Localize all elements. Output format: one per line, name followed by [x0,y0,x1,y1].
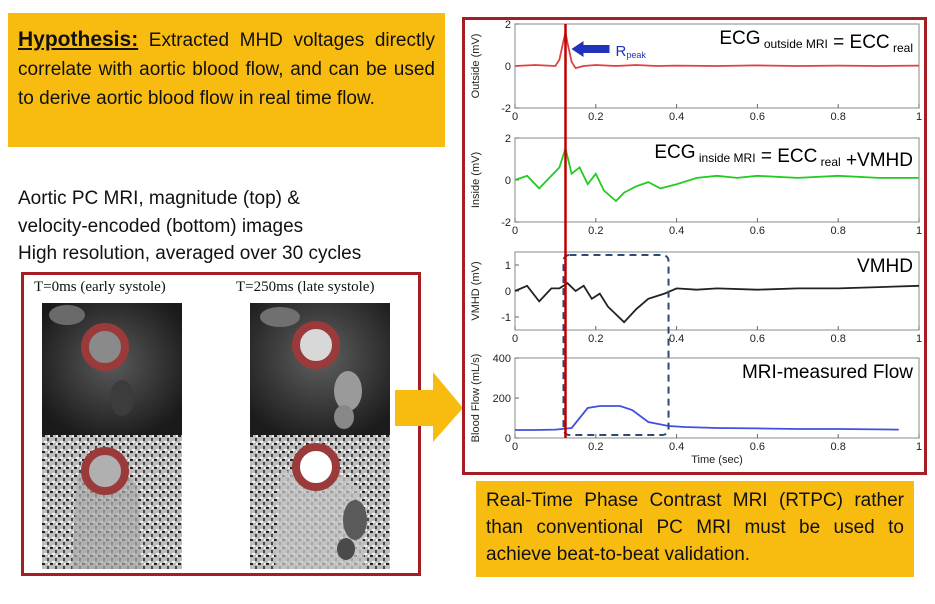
mri-velocity-late-image [250,435,390,569]
x-tick-label: 0.2 [588,111,603,123]
mri-magnitude-late-image [250,303,390,437]
hypothesis-box: Hypothesis: Extracted MHD voltages direc… [8,13,445,147]
x-tick-label: 0.2 [588,333,603,345]
hypothesis-label: Hypothesis: [18,28,139,51]
mri-caption-early: T=0ms (early systole) [34,279,166,295]
mri-description-line: High resolution, averaged over 30 cycles [18,243,362,264]
x-tick-label: 0.8 [831,333,846,345]
rtpc-note-text: Real-Time Phase Contrast MRI (RTPC) rath… [486,490,904,565]
y-tick-label: -2 [501,103,511,115]
mri-velocity-early-image [42,435,182,569]
chart-annotation: VMHD [857,256,913,277]
mri-description: Aortic PC MRI, magnitude (top) & velocit… [18,185,361,268]
chart-annotation: ECG inside MRI = ECC real +VMHD [654,142,913,171]
y-axis-label: VMHD (mV) [470,261,482,320]
y-tick-label: 200 [493,393,511,405]
x-tick-label: 0 [512,333,518,345]
mri-magnitude-early-image [42,303,182,437]
x-tick-label: 0 [512,441,518,453]
x-tick-label: 0.4 [669,111,684,123]
x-tick-label: 0.8 [831,111,846,123]
x-tick-label: 0.2 [588,441,603,453]
y-axis-label: Outside (mV) [470,34,482,99]
y-tick-label: -1 [501,312,511,324]
y-tick-label: 0 [505,175,511,187]
y-tick-label: -2 [501,217,511,229]
mri-image-panel: T=0ms (early systole) T=250ms (late syst… [21,272,421,576]
x-tick-label: 0.6 [750,441,765,453]
rtpc-note-box: Real-Time Phase Contrast MRI (RTPC) rath… [476,481,914,577]
x-tick-label: 1 [916,225,922,237]
rpeak-arrow-icon [571,41,610,57]
plot-area [514,357,920,439]
plot-area [514,251,920,331]
mri-caption-late: T=250ms (late systole) [236,279,375,295]
chart-annotation: MRI-measured Flow [742,362,913,383]
chart-panel: 0 0.2 0.4 0.6 0.8 1 2 0 -2 Outside (mV) ECG outsid… [462,17,927,475]
x-tick-label: 0.8 [831,225,846,237]
right-arrow-icon [395,372,463,442]
x-tick-label: 0.6 [750,225,765,237]
highlight-dashed-box [562,254,670,436]
x-tick-label: 0.2 [588,225,603,237]
x-tick-label: 1 [916,333,922,345]
y-tick-label: 1 [505,260,511,272]
y-tick-label: 2 [505,133,511,145]
x-tick-label: 0.4 [669,441,684,453]
y-tick-label: 0 [505,286,511,298]
series-line [514,145,919,203]
x-tick-label: 0.6 [750,333,765,345]
x-tick-label: 0 [512,111,518,123]
x-tick-label: 0.8 [831,441,846,453]
plot-area [514,137,920,223]
series-line [514,32,920,70]
y-tick-label: 2 [505,20,511,31]
y-tick-label: 0 [505,433,511,445]
hypothesis-text: Extracted MHD voltages directly correlat… [18,30,435,109]
y-tick-label: 400 [493,353,511,365]
x-tick-label: 1 [916,111,922,123]
x-tick-label: 1 [916,441,922,453]
x-tick-label: 0.4 [669,225,684,237]
mri-description-line: velocity-encoded (bottom) images [18,215,304,237]
x-tick-label: 0.6 [750,111,765,123]
y-axis-label: Inside (mV) [470,152,482,208]
x-tick-label: 0 [512,225,518,237]
chart-annotation: ECG outside MRI = ECC real [719,28,913,55]
y-tick-label: 0 [505,61,511,73]
x-axis-label: Time (sec) [691,454,743,466]
y-axis-label: Blood Flow (mL/s) [470,354,482,443]
series-line [514,282,920,324]
x-tick-label: 0.4 [669,333,684,345]
mri-description-line: Aortic PC MRI, magnitude (top) & [18,188,300,209]
